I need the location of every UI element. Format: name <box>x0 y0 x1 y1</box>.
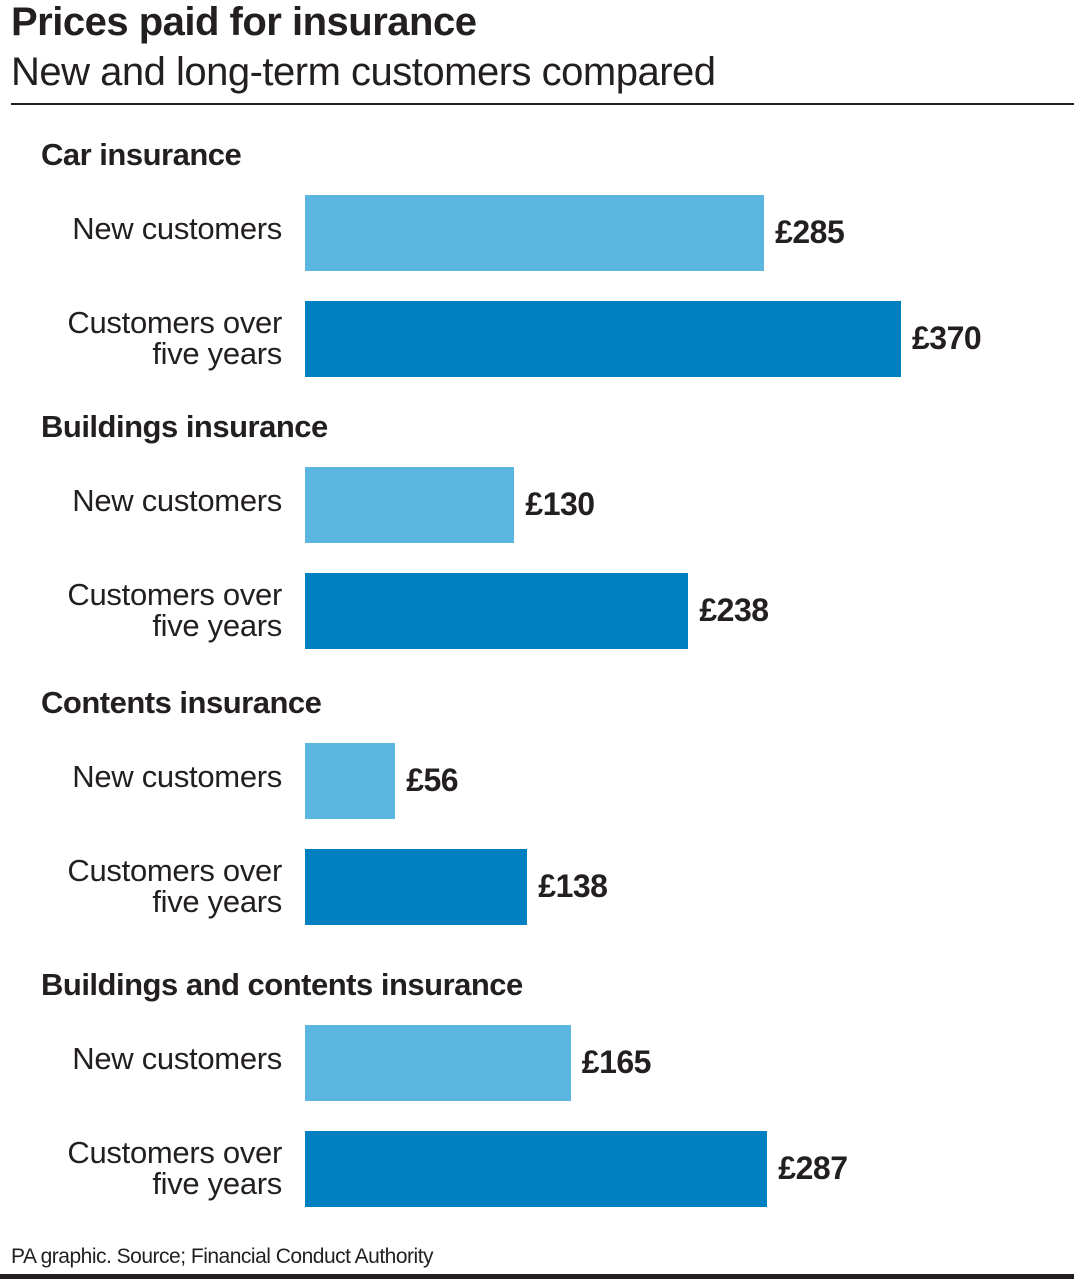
source-footer: PA graphic. Source; Financial Conduct Au… <box>11 1245 434 1268</box>
bar <box>305 301 901 377</box>
bar <box>305 1131 768 1207</box>
category-label: Customers over five years <box>67 1135 282 1201</box>
chart-subtitle: New and long-term customers compared <box>11 50 716 94</box>
group-title: Car insurance <box>41 137 242 172</box>
category-label: New customers <box>72 483 282 518</box>
category-label: New customers <box>72 211 282 246</box>
category-label: Customers over five years <box>67 305 282 371</box>
header-divider <box>11 103 1074 105</box>
data-label: £130 <box>525 486 595 522</box>
data-label: £370 <box>912 320 982 356</box>
data-label: £285 <box>775 214 845 250</box>
data-label: £287 <box>778 1150 848 1186</box>
bar <box>305 849 528 925</box>
group-title: Contents insurance <box>41 685 322 720</box>
category-label: Customers over five years <box>67 577 282 643</box>
chart-title: Prices paid for insurance <box>11 0 477 44</box>
bar <box>305 743 396 819</box>
bar <box>305 573 689 649</box>
category-label: New customers <box>72 1041 282 1076</box>
group-title: Buildings and contents insurance <box>41 967 523 1002</box>
footer-divider <box>0 1274 1074 1279</box>
category-label: Customers over five years <box>67 853 282 919</box>
bar <box>305 467 515 543</box>
data-label: £165 <box>581 1044 652 1080</box>
bar <box>305 1025 571 1101</box>
bar <box>305 195 765 271</box>
data-label: £138 <box>538 868 608 904</box>
data-label: £56 <box>406 762 459 798</box>
group-title: Buildings insurance <box>41 409 328 444</box>
category-label: New customers <box>72 759 282 794</box>
data-label: £238 <box>699 592 769 628</box>
